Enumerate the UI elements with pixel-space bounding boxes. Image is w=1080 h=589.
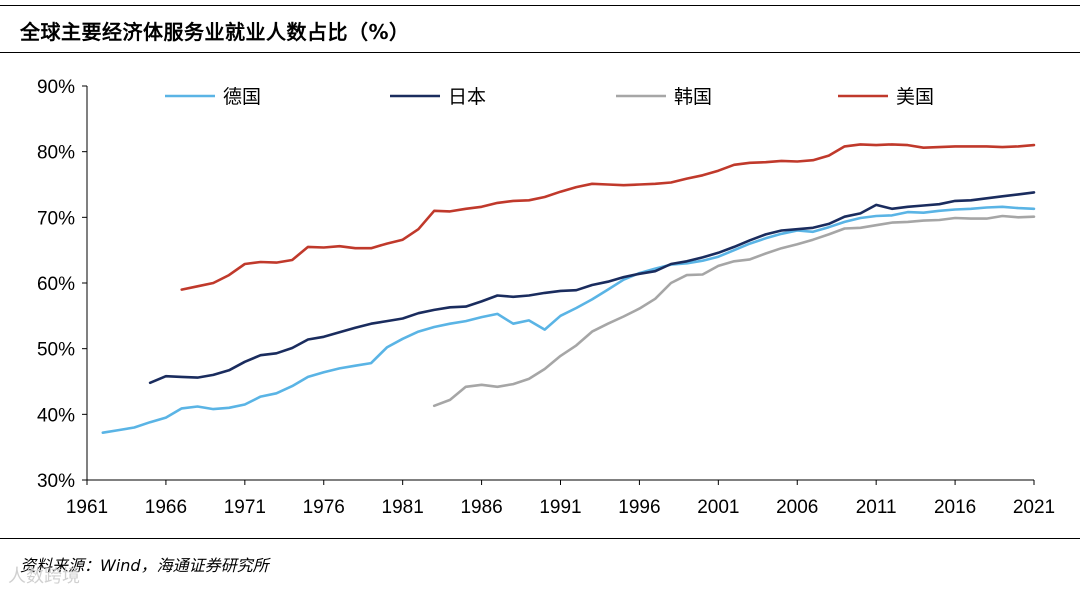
x-tick-label: 1986	[460, 497, 502, 518]
series-line-3	[180, 143, 1036, 291]
x-tick-label: 2006	[776, 497, 818, 518]
y-tick-label: 60%	[37, 274, 75, 295]
x-tick-label: 1971	[224, 497, 266, 518]
y-tick-label: 50%	[37, 340, 75, 361]
title-rule	[0, 52, 1080, 53]
series-line-0	[101, 205, 1036, 434]
x-tick-label: 1961	[66, 497, 108, 518]
x-tick-label: 1991	[539, 497, 581, 518]
y-tick-label: 90%	[37, 77, 75, 98]
chart-axes: 30% 40% 50% 60% 70% 80% 90% 1961 1966 1971 1976 198…	[37, 77, 1055, 518]
x-tick-label: 2021	[1013, 497, 1055, 518]
series-line-1	[148, 191, 1036, 385]
watermark: 人数跨境	[8, 566, 80, 587]
bottom-rule	[0, 538, 1080, 539]
y-tick-label: 30%	[37, 471, 75, 492]
chart-legend: 德国 日本 韩国 美国	[165, 86, 934, 108]
chart-title: 全球主要经济体服务业就业人数占比（%）	[20, 20, 410, 44]
y-tick-label: 40%	[37, 405, 75, 426]
x-tick-label: 2001	[697, 497, 739, 518]
legend-label-1: 日本	[448, 86, 486, 108]
legend-label-3: 美国	[896, 86, 934, 108]
y-tick-label: 80%	[37, 143, 75, 164]
top-rule	[0, 5, 1080, 6]
x-tick-label: 1981	[382, 497, 424, 518]
legend-label-2: 韩国	[674, 86, 712, 108]
legend-label-0: 德国	[223, 86, 261, 108]
x-tick-label: 1966	[145, 497, 187, 518]
x-tick-label: 1976	[303, 497, 345, 518]
x-tick-label: 2011	[856, 497, 897, 518]
chart-series	[101, 143, 1036, 434]
series-line-2	[432, 214, 1036, 408]
x-tick-label: 2016	[934, 497, 976, 518]
source-note: 资料来源：Wind，海通证券研究所	[20, 556, 269, 575]
y-tick-label: 70%	[37, 208, 75, 229]
x-tick-label: 1996	[618, 497, 660, 518]
